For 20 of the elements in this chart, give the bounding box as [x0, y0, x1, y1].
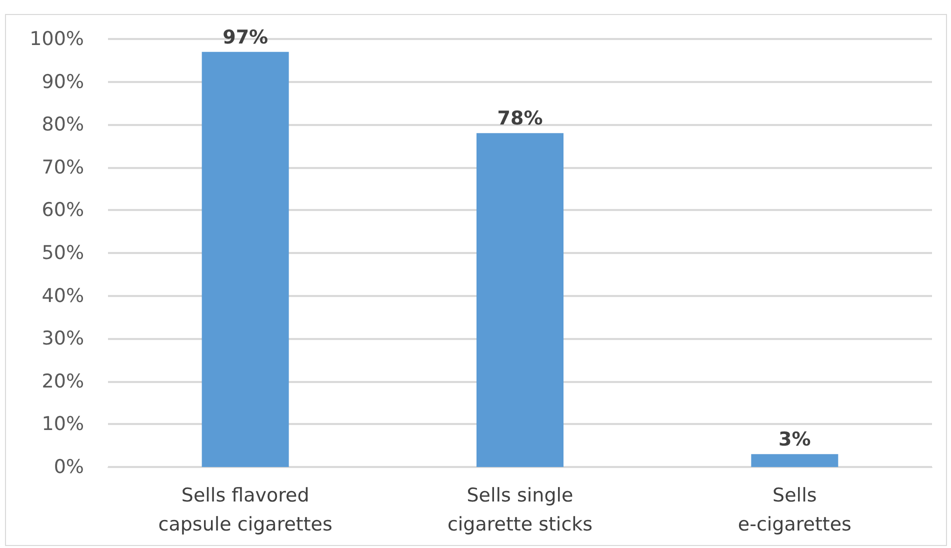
- y-tick-label: 80%: [42, 114, 84, 136]
- y-tick-label: 10%: [42, 413, 84, 436]
- y-tick-label: 50%: [42, 242, 84, 264]
- y-tick-label: 60%: [42, 199, 84, 222]
- x-tick-label: Sells single cigarette sticks: [447, 484, 593, 536]
- bar: [202, 52, 289, 467]
- bar: [476, 133, 564, 467]
- data-label: 3%: [778, 428, 811, 451]
- y-tick-label: 90%: [42, 70, 84, 93]
- y-tick-label: 30%: [42, 328, 84, 350]
- y-tick-label: 100%: [30, 28, 84, 50]
- data-label: 78%: [497, 108, 543, 130]
- y-tick-label: 20%: [42, 370, 84, 392]
- data-label: 97%: [222, 26, 268, 48]
- bar: [751, 454, 838, 467]
- x-tick-label: Sells flavored capsule cigarettes: [158, 484, 332, 536]
- y-tick-label: 0%: [54, 456, 84, 478]
- y-tick-label: 70%: [42, 156, 84, 178]
- x-tick-label: Sells e-cigarettes: [738, 484, 852, 536]
- y-tick-label: 40%: [42, 284, 84, 307]
